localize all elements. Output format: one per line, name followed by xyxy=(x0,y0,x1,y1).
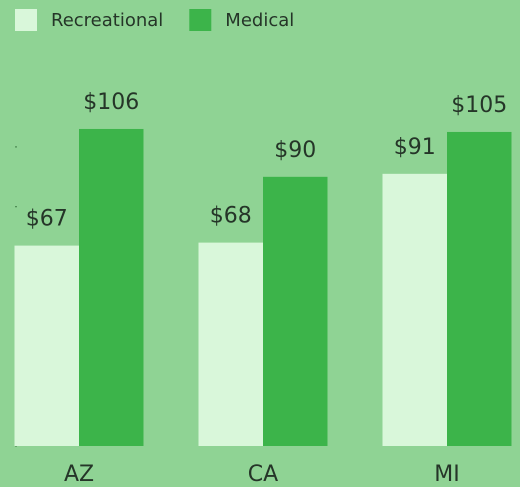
bar xyxy=(382,173,447,446)
value-label: $105 xyxy=(451,93,507,118)
x-tick-label: AZ xyxy=(64,462,94,487)
bar xyxy=(447,131,512,447)
bar xyxy=(263,176,328,446)
value-label: $68 xyxy=(210,204,252,229)
legend-label: Medical xyxy=(225,10,294,31)
value-label: $67 xyxy=(26,207,68,232)
x-tick-label: MI xyxy=(434,462,459,487)
bar xyxy=(198,242,263,446)
value-label: $106 xyxy=(83,90,139,115)
x-tick-label: CA xyxy=(248,462,278,487)
legend-swatch xyxy=(15,9,37,31)
value-label: $91 xyxy=(394,135,436,160)
bar xyxy=(14,245,79,446)
legend-swatch xyxy=(189,9,212,31)
value-label: $90 xyxy=(274,138,316,163)
bar xyxy=(79,128,144,447)
legend-label: Recreational xyxy=(51,10,163,31)
